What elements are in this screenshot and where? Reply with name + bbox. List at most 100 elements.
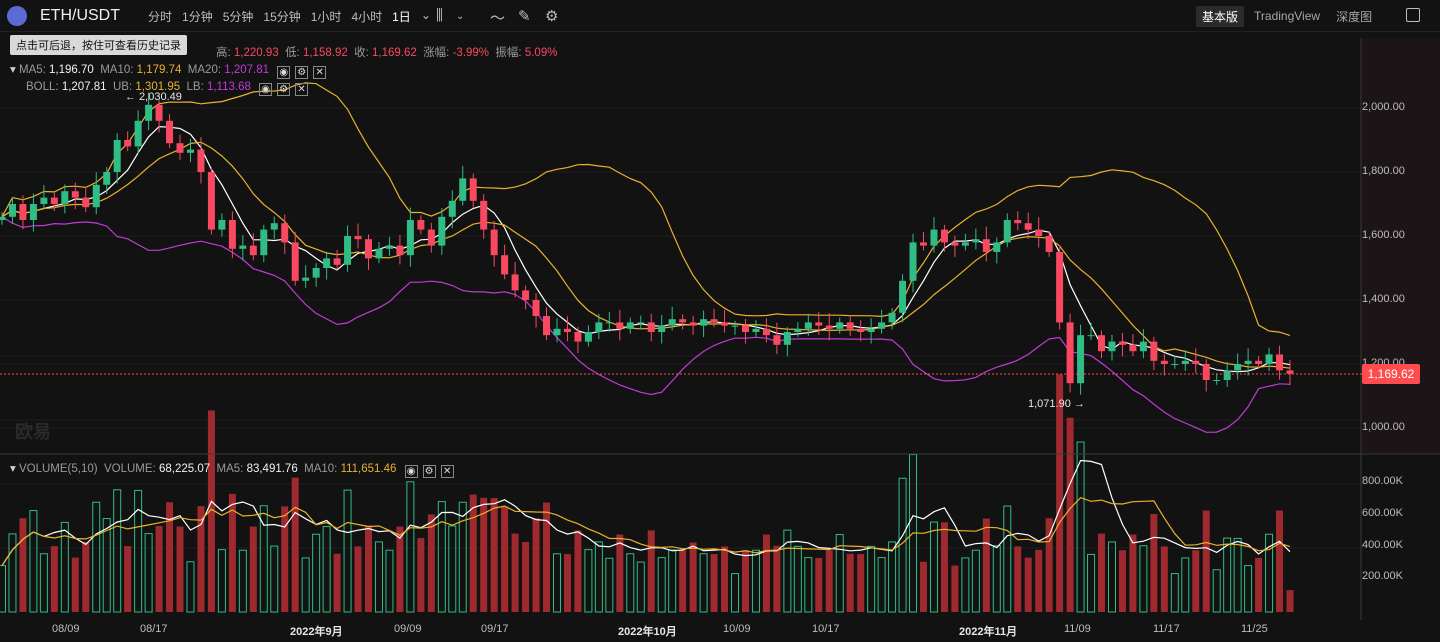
volume-bar <box>929 521 938 613</box>
volume-bar <box>217 549 226 613</box>
candle-body <box>145 104 153 121</box>
candle-body <box>1181 360 1189 364</box>
volume-bar <box>29 510 38 613</box>
candle-body <box>490 229 498 256</box>
candle-body <box>626 322 634 329</box>
interval-tab[interactable]: 1小时 <box>310 10 342 24</box>
volume-bar <box>532 518 540 612</box>
candle-body <box>249 245 257 256</box>
candle-body <box>741 325 749 332</box>
candle-body <box>982 239 990 252</box>
interval-tab[interactable]: 15分钟 <box>263 10 301 24</box>
volume-bar <box>1045 518 1053 612</box>
low-annotation: 1,071.90 → <box>1028 398 1085 410</box>
candle-body <box>836 322 844 329</box>
close-icon[interactable]: ✕ <box>295 83 309 96</box>
candle-body <box>239 245 247 249</box>
candle-body <box>469 178 477 201</box>
volume-bar <box>857 554 865 612</box>
ma-legend: ▾ MA5: 1,196.70 MA10: 1,179.74 MA20: 1,2… <box>10 62 327 79</box>
gear-icon[interactable]: ⚙ <box>422 465 436 478</box>
view-basic-tab[interactable]: 基本版 <box>1196 5 1245 27</box>
volume-bar <box>710 554 718 612</box>
close-icon[interactable]: ✕ <box>440 465 454 478</box>
candle-body <box>1234 364 1242 371</box>
volume-bar <box>1286 590 1294 612</box>
interval-tab[interactable]: 5分钟 <box>222 10 254 24</box>
candle-body <box>480 200 488 230</box>
candle-type-icon[interactable]: ⫼ <box>436 7 443 24</box>
gear-icon[interactable]: ⚙ <box>295 66 309 79</box>
draw-tool-icon[interactable]: ✎ <box>518 8 531 25</box>
volume-bar <box>124 546 132 612</box>
candle-body <box>647 322 655 332</box>
eye-icon[interactable]: ◉ <box>404 465 418 478</box>
volume-bar <box>8 533 17 613</box>
volume-bar <box>616 534 624 612</box>
interval-tab[interactable]: 4小时 <box>351 10 383 24</box>
volume-bar <box>647 530 655 612</box>
volume-bar <box>543 502 551 612</box>
fullscreen-icon[interactable] <box>1406 8 1420 22</box>
volume-bar <box>354 546 362 612</box>
collapse-icon[interactable]: ▾ <box>10 64 16 76</box>
volume-bar <box>396 526 404 612</box>
gear-icon[interactable]: ⚙ <box>277 83 291 96</box>
candle-body <box>92 184 100 208</box>
candle-body <box>846 322 854 329</box>
volume-bar <box>1212 569 1221 613</box>
volume-bar <box>971 549 980 613</box>
interval-tab[interactable]: 1分钟 <box>182 10 213 24</box>
volume-bar <box>563 554 571 612</box>
volume-bar <box>919 561 927 612</box>
candle-body <box>637 322 645 324</box>
volume-legend: ▾ VOLUME(5,10) VOLUME: 68,225.07 MA5: 83… <box>10 461 454 478</box>
interval-tab-active[interactable]: 1日 <box>392 10 411 24</box>
view-depth-tab[interactable]: 深度图 <box>1336 9 1373 24</box>
candle-body <box>260 229 268 256</box>
candle-body <box>1129 344 1137 352</box>
volume-bar <box>1265 533 1274 613</box>
pair-title[interactable]: ETH/USDT <box>40 7 120 24</box>
price-tick: 1,600.00 <box>1362 229 1405 241</box>
eye-icon[interactable]: ◉ <box>259 83 273 96</box>
candle-body <box>448 200 456 217</box>
close-icon[interactable]: ✕ <box>313 66 327 79</box>
settings-gear-icon[interactable]: ⚙ <box>545 8 559 25</box>
candle-body <box>1108 341 1116 352</box>
candle-body <box>731 325 739 327</box>
chevron-down-icon[interactable]: ⌄ <box>456 11 465 22</box>
candle-body <box>878 322 886 329</box>
candle-body <box>909 242 917 281</box>
candle-body <box>176 143 184 153</box>
candle-body <box>1213 380 1221 381</box>
chevron-down-icon[interactable]: ⌄ <box>420 8 431 22</box>
time-tick: 10/09 <box>723 623 751 635</box>
volume-bar <box>1139 545 1148 613</box>
volume-bar <box>291 477 299 612</box>
collapse-icon[interactable]: ▾ <box>10 463 16 475</box>
candle-body <box>522 290 530 300</box>
candle-body <box>867 328 875 332</box>
volume-bar <box>574 530 582 612</box>
volume-bar <box>469 494 477 612</box>
eye-icon[interactable]: ◉ <box>277 66 291 79</box>
candle-body <box>595 322 603 332</box>
volume-bar <box>1255 557 1263 612</box>
time-tick: 09/17 <box>481 623 509 635</box>
volume-bar <box>197 506 205 612</box>
volume-bar <box>867 545 876 613</box>
volume-bar <box>113 489 122 613</box>
candle-body <box>312 268 320 278</box>
boll-legend: BOLL: 1,207.81 UB: 1,301.95 LB: 1,113.68… <box>26 81 309 96</box>
view-tradingview-tab[interactable]: TradingView <box>1254 9 1321 23</box>
volume-bar <box>888 541 897 613</box>
volume-tick: 800.00K <box>1362 475 1403 487</box>
interval-tab[interactable]: 分时 <box>148 10 173 24</box>
volume-bar <box>1160 546 1168 612</box>
time-tick: 11/09 <box>1064 623 1091 635</box>
eth-logo-icon <box>7 6 27 26</box>
indicator-icon[interactable]: 〜 <box>490 10 506 27</box>
candle-body <box>553 328 561 336</box>
